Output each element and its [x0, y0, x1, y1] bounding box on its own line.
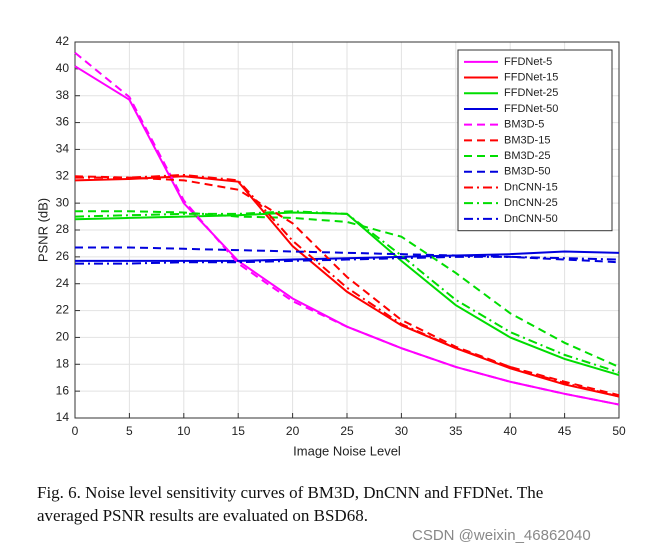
legend-label: BM3D-25	[504, 150, 550, 162]
legend-label: BM3D-15	[504, 134, 550, 146]
caption: averaged PSNR results are evaluated on B…	[37, 506, 368, 525]
y-tick-label: 26	[56, 249, 70, 263]
x-tick-label: 35	[449, 424, 463, 438]
y-tick-label: 22	[56, 303, 70, 317]
y-axis-label: PSNR (dB)	[35, 198, 50, 262]
legend-label: FFDNet-15	[504, 71, 558, 83]
x-tick-label: 40	[504, 424, 518, 438]
x-tick-label: 30	[395, 424, 409, 438]
legend-label: FFDNet-50	[504, 103, 558, 115]
x-tick-label: 20	[286, 424, 300, 438]
y-tick-label: 28	[56, 222, 70, 236]
series-line	[75, 255, 620, 265]
x-tick-label: 45	[558, 424, 572, 438]
legend-label: FFDNet-25	[504, 87, 558, 99]
x-tick-label: 5	[126, 424, 133, 438]
x-tick-label: 10	[177, 424, 191, 438]
y-tick-label: 32	[56, 168, 70, 182]
chart: Image Noise Level PSNR (dB) 14 16 18 20 22 24…	[35, 34, 626, 458]
y-tick-label: 34	[56, 142, 70, 156]
y-tick-label: 24	[56, 276, 70, 290]
x-tick-label: 15	[232, 424, 246, 438]
legend-label: FFDNet-5	[504, 56, 552, 68]
legend-label: BM3D-5	[504, 119, 544, 131]
series-line	[75, 210, 620, 368]
watermark: CSDN @weixin_46862040	[412, 527, 591, 544]
y-tick-label: 14	[56, 410, 70, 424]
series-line	[74, 210, 620, 374]
y-tick-label: 20	[56, 330, 70, 344]
legend-label: DnCNN-50	[504, 213, 558, 225]
series-line	[75, 173, 620, 398]
y-tick-label: 42	[56, 34, 70, 48]
legend-label: BM3D-50	[504, 166, 550, 178]
caption: Fig. 6. Noise level sensitivity curves o…	[37, 483, 544, 502]
x-tick-label: 25	[340, 424, 354, 438]
y-tick-label: 38	[56, 88, 70, 102]
y-tick-label: 30	[56, 195, 70, 209]
plot-frame	[74, 41, 620, 419]
y-tick-label: 36	[56, 115, 70, 129]
y-tick-label: 16	[56, 383, 70, 397]
legend-label: DnCNN-25	[504, 197, 558, 209]
series-line	[74, 175, 620, 398]
x-tick-label: 0	[72, 424, 79, 438]
y-tick-label: 18	[56, 356, 70, 370]
series-line	[74, 51, 620, 406]
series-line	[75, 250, 620, 262]
legend-label: DnCNN-15	[504, 181, 558, 193]
x-tick-label: 50	[612, 424, 626, 438]
y-tick-label: 40	[56, 61, 70, 75]
x-axis-label: Image Noise Level	[293, 443, 401, 458]
